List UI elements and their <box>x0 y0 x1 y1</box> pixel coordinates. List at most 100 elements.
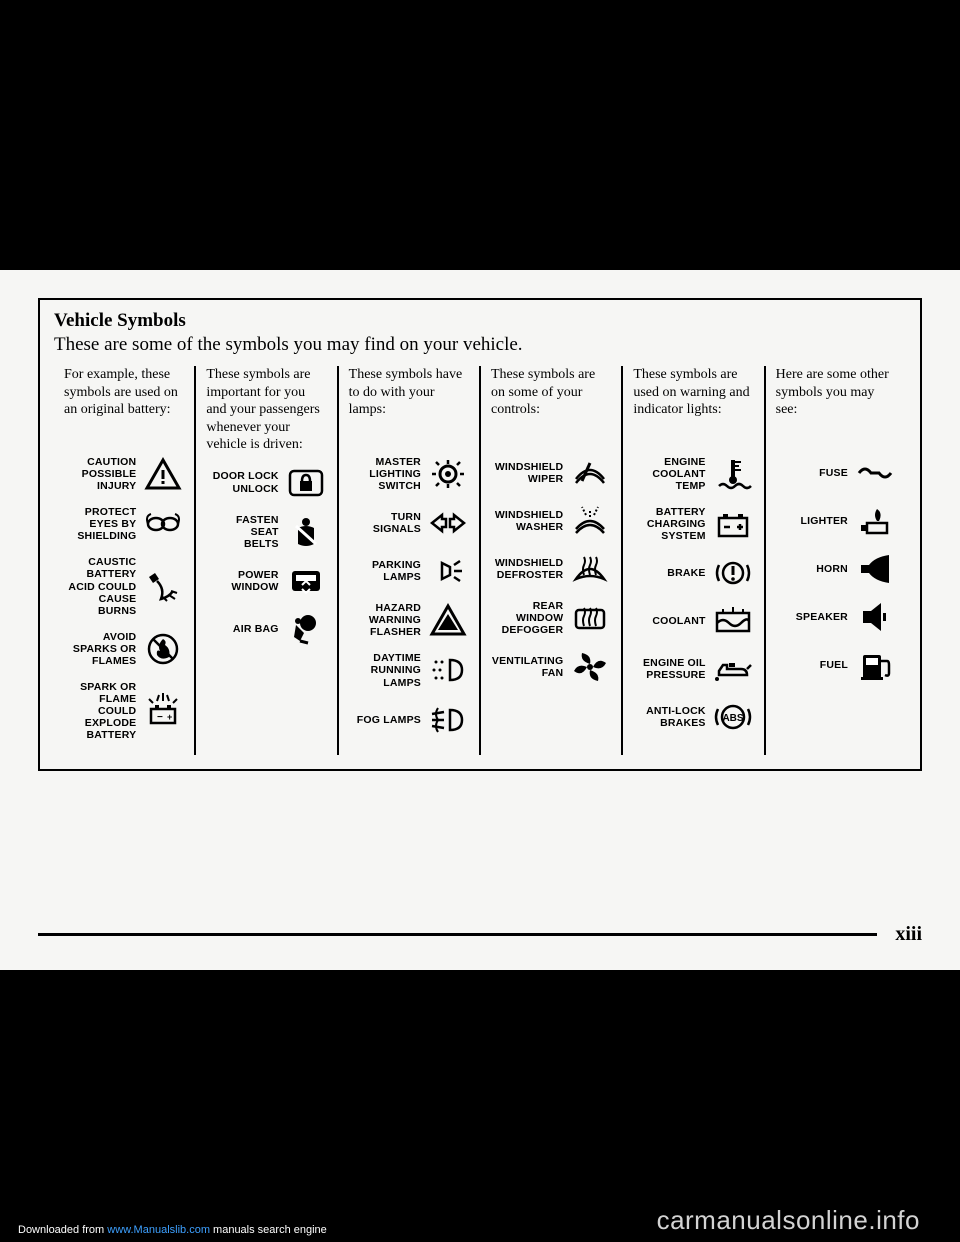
symbol-label: FASTENSEATBELTS <box>206 514 278 550</box>
symbol-label: DAYTIMERUNNINGLAMPS <box>349 652 421 688</box>
warning-triangle-icon <box>142 457 184 491</box>
content-frame: Vehicle Symbols These are some of the sy… <box>38 298 922 771</box>
door-lock-icon <box>285 466 327 500</box>
symbol-row: AVOIDSPARKS ORFLAMES <box>64 631 184 667</box>
symbol-row: TURNSIGNALS <box>349 506 469 540</box>
hazard-icon <box>427 603 469 637</box>
column-heading: These symbols are used on warning and in… <box>633 366 753 444</box>
symbol-label: VENTILATINGFAN <box>491 655 563 679</box>
symbol-row: WINDSHIELDDEFROSTER <box>491 552 611 586</box>
symbol-label: FUSE <box>776 467 848 479</box>
symbol-label: TURNSIGNALS <box>349 511 421 535</box>
acid-hand-icon <box>142 570 184 604</box>
symbol-column: Here are some other symbols you may see:… <box>764 366 906 755</box>
parking-lamps-icon <box>427 554 469 588</box>
wiper-icon <box>569 456 611 490</box>
symbol-row: FASTENSEATBELTS <box>206 514 326 550</box>
horn-icon <box>854 552 896 586</box>
symbol-row: BRAKE <box>633 556 753 590</box>
symbol-row: POWERWINDOW <box>206 564 326 598</box>
symbol-label: BRAKE <box>633 567 705 579</box>
column-heading: Here are some other symbols you may see: <box>776 366 896 444</box>
symbol-label: WINDSHIELDDEFROSTER <box>491 557 563 581</box>
symbol-label: MASTERLIGHTINGSWITCH <box>349 456 421 492</box>
symbol-label: PARKINGLAMPS <box>349 559 421 583</box>
symbol-label: WINDSHIELDWIPER <box>491 461 563 485</box>
symbol-row: FUSE <box>776 456 896 490</box>
symbol-row: AIR BAG <box>206 612 326 646</box>
symbol-row: COOLANT <box>633 604 753 638</box>
symbol-label: DOOR LOCKUNLOCK <box>206 470 278 494</box>
symbol-label: WINDSHIELDWASHER <box>491 509 563 533</box>
symbol-label: POWERWINDOW <box>206 569 278 593</box>
symbol-label: HORN <box>776 563 848 575</box>
symbol-row: ENGINE OILPRESSURE <box>633 652 753 686</box>
washer-icon <box>569 504 611 538</box>
symbol-column: For example, these symbols are used on a… <box>54 366 194 755</box>
footer-rule <box>38 933 877 936</box>
symbol-row: FOG LAMPS <box>349 703 469 737</box>
symbol-row: MASTERLIGHTINGSWITCH <box>349 456 469 492</box>
symbol-row: HAZARDWARNINGFLASHER <box>349 602 469 638</box>
symbol-column: These symbols are on some of your contro… <box>479 366 621 755</box>
symbol-row: PROTECTEYES BYSHIELDING <box>64 506 184 542</box>
page-number: xiii <box>895 923 922 946</box>
column-heading: These symbols have to do with your lamps… <box>349 366 469 444</box>
symbol-row: ANTI-LOCKBRAKES <box>633 700 753 734</box>
symbol-label: REARWINDOWDEFOGGER <box>491 600 563 636</box>
symbol-column: These symbols are used on warning and in… <box>621 366 763 755</box>
symbol-label: SPEAKER <box>776 611 848 623</box>
seatbelt-icon <box>285 515 327 549</box>
symbol-label: CAUSTICBATTERYACID COULDCAUSEBURNS <box>64 556 136 616</box>
fan-icon <box>569 650 611 684</box>
fuel-icon <box>854 648 896 682</box>
symbol-label: SPARK ORFLAMECOULDEXPLODEBATTERY <box>64 681 136 741</box>
symbol-row: REARWINDOWDEFOGGER <box>491 600 611 636</box>
fuse-icon <box>854 456 896 490</box>
download-note: Downloaded from www.Manualslib.com manua… <box>18 1224 327 1236</box>
symbol-column: These symbols have to do with your lamps… <box>337 366 479 755</box>
drl-icon <box>427 653 469 687</box>
abs-icon <box>712 700 754 734</box>
symbol-row: SPEAKER <box>776 600 896 634</box>
oil-icon <box>712 652 754 686</box>
symbol-columns: For example, these symbols are used on a… <box>54 366 906 755</box>
symbol-row: FUEL <box>776 648 896 682</box>
power-window-icon <box>285 564 327 598</box>
column-heading: These symbols are important for you and … <box>206 366 326 454</box>
symbol-label: BATTERYCHARGINGSYSTEM <box>633 506 705 542</box>
brake-icon <box>712 556 754 590</box>
column-heading: For example, these symbols are used on a… <box>64 366 184 444</box>
coolant-temp-icon <box>712 457 754 491</box>
turn-signals-icon <box>427 506 469 540</box>
symbol-row: WINDSHIELDWIPER <box>491 456 611 490</box>
symbol-label: PROTECTEYES BYSHIELDING <box>64 506 136 542</box>
symbol-row: ENGINECOOLANTTEMP <box>633 456 753 492</box>
symbol-row: PARKINGLAMPS <box>349 554 469 588</box>
master-light-icon <box>427 457 469 491</box>
symbol-row: HORN <box>776 552 896 586</box>
symbol-row: CAUSTICBATTERYACID COULDCAUSEBURNS <box>64 556 184 616</box>
symbol-row: WINDSHIELDWASHER <box>491 504 611 538</box>
symbol-row: DAYTIMERUNNINGLAMPS <box>349 652 469 688</box>
symbol-row: BATTERYCHARGINGSYSTEM <box>633 506 753 542</box>
symbol-label: HAZARDWARNINGFLASHER <box>349 602 421 638</box>
download-suffix: manuals search engine <box>210 1224 327 1236</box>
symbol-label: AIR BAG <box>206 623 278 635</box>
coolant-icon <box>712 604 754 638</box>
page-footer: xiii <box>38 923 922 946</box>
airbag-icon <box>285 612 327 646</box>
symbol-label: AVOIDSPARKS ORFLAMES <box>64 631 136 667</box>
manual-page: Vehicle Symbols These are some of the sy… <box>0 270 960 970</box>
symbol-label: FOG LAMPS <box>349 714 421 726</box>
symbol-label: ANTI-LOCKBRAKES <box>633 705 705 729</box>
symbol-label: CAUTIONPOSSIBLEINJURY <box>64 456 136 492</box>
download-link[interactable]: www.Manualslib.com <box>107 1224 210 1236</box>
column-heading: These symbols are on some of your contro… <box>491 366 611 444</box>
symbol-row: SPARK ORFLAMECOULDEXPLODEBATTERY <box>64 681 184 741</box>
download-prefix: Downloaded from <box>18 1224 107 1236</box>
symbol-row: DOOR LOCKUNLOCK <box>206 466 326 500</box>
defogger-rear-icon <box>569 601 611 635</box>
symbol-row: LIGHTER <box>776 504 896 538</box>
goggles-icon <box>142 507 184 541</box>
